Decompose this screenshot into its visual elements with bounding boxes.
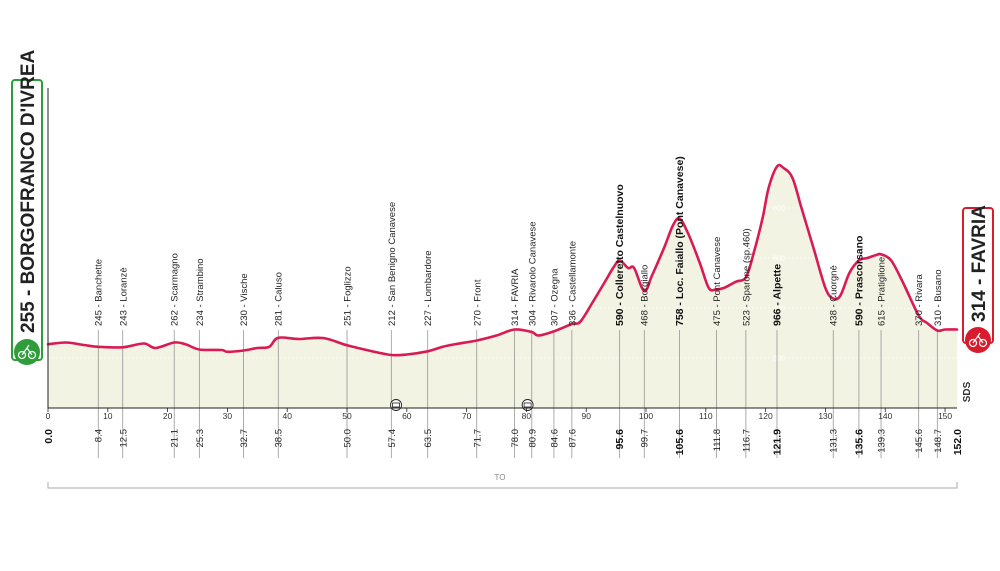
km-label: 139.3 xyxy=(877,429,888,453)
finish-km-label: 152.0 xyxy=(952,429,964,455)
location-label: 251 - Foglizzo xyxy=(343,266,354,326)
x-tick-label: 140 xyxy=(878,411,892,421)
x-tick-label: 80 xyxy=(522,411,532,421)
start-frame xyxy=(21,344,33,356)
km-label: 32.7 xyxy=(239,429,250,448)
location-label: 966 - Alpette xyxy=(772,264,784,326)
km-label: 121.9 xyxy=(772,429,784,455)
km-label: 84.6 xyxy=(549,429,560,448)
finish-label: 314 - FAVRIA xyxy=(969,205,990,322)
km-label: 131.3 xyxy=(829,429,840,453)
location-label: 468 - Borgiallo xyxy=(640,265,651,326)
location-label: 243 - Loranzè xyxy=(118,267,129,326)
km-label: 57.4 xyxy=(387,429,398,448)
start-wheel xyxy=(27,350,37,360)
x-tick-label: 40 xyxy=(282,411,292,421)
to-label: TO xyxy=(495,473,506,482)
start-label: 255 - BORGOFRANCO D'IVREA xyxy=(18,50,39,333)
x-tick-label: 0 xyxy=(46,411,51,421)
location-label: 262 - Scarmagno xyxy=(170,253,181,326)
finish-frame xyxy=(972,332,984,344)
location-label: 307 - Ozegna xyxy=(549,268,560,326)
location-label: 523 - Sparone (sp.460) xyxy=(741,228,752,326)
location-label: 310 - Busano xyxy=(933,269,944,326)
km-label: 145.6 xyxy=(914,429,925,453)
km-label: 148.7 xyxy=(933,429,944,453)
location-label: 758 - Loc. Faiallo (Pont Canavese) xyxy=(674,156,686,326)
km-label: 12.5 xyxy=(118,429,129,448)
x-tick-label: 60 xyxy=(402,411,412,421)
x-tick-label: 50 xyxy=(342,411,352,421)
location-label: 615 - Pratiglione xyxy=(877,257,888,326)
location-label: 590 - Colleretto Castelnuovo xyxy=(614,184,626,326)
location-label: 304 - Rivarolo Canavese xyxy=(527,221,538,326)
km-label: 25.3 xyxy=(195,429,206,448)
location-label: 230 - Vische xyxy=(239,273,250,326)
km-label: 116.7 xyxy=(741,429,752,452)
y-tick-label: 800 xyxy=(773,206,785,213)
location-label: 270 - Front xyxy=(472,279,483,326)
y-tick-label: 200 xyxy=(773,356,785,363)
x-tick-label: 150 xyxy=(938,411,952,421)
km-label: 99.7 xyxy=(640,429,651,448)
y-tick-label: 600 xyxy=(773,256,785,263)
location-label: 590 - Prascorsano xyxy=(853,236,865,326)
start-cyclist-icon xyxy=(14,339,40,365)
location-label: 234 - Strambino xyxy=(195,258,206,326)
km-label: 21.1 xyxy=(170,429,181,448)
start-km-label: 0.0 xyxy=(43,429,55,444)
x-tick-label: 20 xyxy=(163,411,173,421)
km-label: 50.0 xyxy=(343,429,354,448)
location-label: 475 - Pont Canavese xyxy=(712,237,723,326)
km-label: 111.8 xyxy=(712,429,723,451)
profile-area xyxy=(48,164,957,408)
km-label: 63.5 xyxy=(423,429,434,448)
finish-wheel xyxy=(968,338,978,348)
to-bracket xyxy=(47,482,958,489)
finish-cyclist-icon xyxy=(965,327,991,353)
km-label: 95.6 xyxy=(614,429,626,450)
km-label: 80.9 xyxy=(527,429,538,448)
km-label: 38.5 xyxy=(274,429,285,448)
location-label: 370 - Rivara xyxy=(914,274,925,326)
profile-line xyxy=(46,163,959,357)
km-label: 135.6 xyxy=(853,429,865,455)
bridge-icon-detail xyxy=(392,402,400,408)
start-wheel xyxy=(17,350,27,360)
location-label: 245 - Banchette xyxy=(94,259,105,326)
location-label: 336 - Castellamonte xyxy=(567,241,578,326)
km-label: 8.4 xyxy=(94,429,105,442)
finish-wheel xyxy=(978,338,988,348)
bridge-icon-detail xyxy=(523,402,532,408)
x-tick-label: 120 xyxy=(759,411,773,421)
location-label: 227 - Lombardore xyxy=(423,250,434,326)
km-label: 78.0 xyxy=(510,429,521,448)
x-tick-label: 110 xyxy=(699,411,713,421)
x-tick-label: 70 xyxy=(462,411,472,421)
km-label: 105.6 xyxy=(674,429,686,455)
sds-label: SDS xyxy=(962,381,973,402)
x-tick-label: 100 xyxy=(639,411,653,421)
location-label: 281 - Caluso xyxy=(274,272,285,326)
x-tick-label: 30 xyxy=(223,411,233,421)
y-tick-label: 400 xyxy=(773,306,785,313)
km-label: 71.7 xyxy=(472,429,483,448)
x-tick-label: 130 xyxy=(818,411,832,421)
km-label: 87.6 xyxy=(567,429,578,448)
x-tick-label: 10 xyxy=(103,411,113,421)
x-tick-label: 90 xyxy=(581,411,591,421)
location-label: 314 - FAVRIA xyxy=(510,268,521,326)
location-label: 212 - San Benigno Canavese xyxy=(387,202,398,326)
location-label: 438 - Cuorgnè xyxy=(829,265,840,326)
